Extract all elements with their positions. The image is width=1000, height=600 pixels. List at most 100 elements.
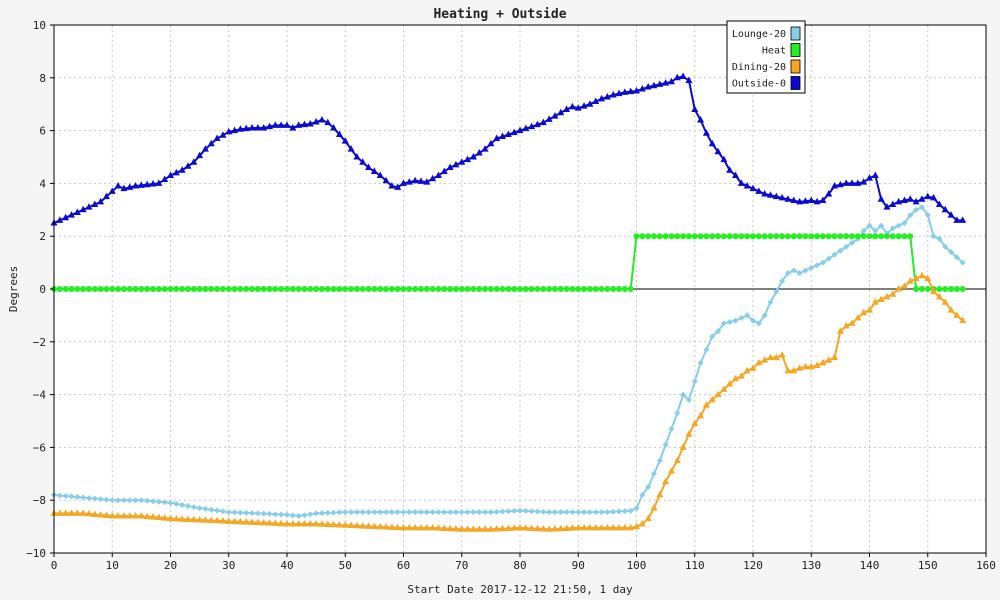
data-point-dining-20: [213, 516, 221, 524]
data-point-outside-0: [533, 120, 541, 128]
data-point-heat: [97, 286, 104, 292]
data-point-dining-20: [941, 298, 949, 305]
x-tick-label: 100: [627, 559, 647, 572]
data-point-outside-0: [469, 153, 477, 160]
data-point-heat: [161, 286, 168, 292]
data-point-lounge-20: [249, 510, 256, 517]
data-point-outside-0: [743, 182, 751, 189]
data-point-lounge-20: [843, 243, 850, 250]
data-point-outside-0: [231, 126, 239, 134]
data-point-heat: [470, 286, 477, 292]
data-point-dining-20: [784, 366, 792, 374]
data-point-dining-20: [143, 512, 151, 520]
data-point-heat: [336, 286, 343, 292]
data-point-outside-0: [306, 120, 314, 127]
data-point-dining-20: [883, 292, 891, 300]
data-point-heat: [522, 286, 529, 292]
data-point-heat: [196, 286, 203, 292]
data-point-outside-0: [394, 183, 402, 190]
data-point-lounge-20: [814, 262, 821, 269]
data-point-outside-0: [464, 155, 472, 163]
data-point-heat: [289, 286, 296, 292]
data-point-dining-20: [300, 519, 308, 527]
data-point-lounge-20: [377, 509, 384, 516]
data-point-outside-0: [79, 205, 87, 213]
data-point-lounge-20: [604, 509, 611, 516]
data-point-outside-0: [295, 121, 303, 128]
data-point-lounge-20: [85, 495, 92, 502]
data-point-dining-20: [906, 277, 914, 284]
x-tick-label: 160: [976, 559, 996, 572]
data-point-outside-0: [615, 89, 623, 97]
data-point-outside-0: [836, 180, 844, 188]
data-point-outside-0: [650, 81, 658, 89]
data-point-dining-20: [289, 519, 297, 527]
data-point-lounge-20: [318, 510, 325, 517]
data-point-dining-20: [697, 411, 705, 419]
data-point-lounge-20: [470, 509, 477, 516]
x-tick-label: 70: [455, 559, 468, 572]
data-point-heat: [144, 286, 151, 292]
data-point-outside-0: [452, 160, 460, 168]
data-point-heat: [878, 233, 885, 240]
data-point-outside-0: [941, 205, 949, 213]
data-point-outside-0: [85, 203, 93, 210]
data-point-lounge-20: [645, 484, 652, 490]
data-point-heat: [645, 233, 652, 240]
data-point-heat: [790, 233, 797, 240]
data-point-lounge-20: [825, 255, 832, 262]
data-point-dining-20: [236, 517, 244, 525]
data-point-heat: [167, 286, 174, 292]
data-point-lounge-20: [796, 270, 803, 277]
data-point-heat: [464, 286, 471, 292]
data-point-heat: [342, 286, 349, 292]
data-point-outside-0: [644, 83, 652, 90]
data-point-dining-20: [330, 520, 338, 528]
data-point-outside-0: [73, 208, 81, 215]
data-point-dining-20: [499, 524, 507, 532]
data-point-heat: [767, 233, 774, 240]
data-point-heat: [74, 286, 81, 292]
data-point-lounge-20: [773, 288, 780, 295]
data-point-lounge-20: [150, 498, 157, 505]
data-point-outside-0: [924, 192, 932, 200]
data-point-heat: [592, 286, 599, 292]
data-point-lounge-20: [365, 509, 372, 516]
data-point-lounge-20: [598, 509, 605, 516]
data-point-heat: [674, 233, 681, 240]
data-point-dining-20: [306, 519, 314, 527]
data-point-lounge-20: [924, 212, 931, 219]
data-point-dining-20: [533, 524, 541, 532]
data-point-dining-20: [842, 321, 850, 329]
data-point-dining-20: [295, 519, 303, 527]
data-point-outside-0: [172, 168, 180, 176]
data-point-dining-20: [324, 520, 332, 527]
data-point-heat: [505, 286, 512, 292]
data-point-dining-20: [766, 353, 774, 361]
data-point-lounge-20: [155, 498, 162, 505]
data-point-dining-20: [691, 419, 699, 427]
data-point-heat: [703, 233, 710, 240]
data-point-heat: [680, 233, 687, 240]
legend-label: Heat: [762, 46, 786, 57]
data-point-outside-0: [271, 121, 279, 128]
data-point-dining-20: [487, 525, 495, 532]
data-point-heat: [91, 286, 98, 292]
data-point-heat: [546, 286, 553, 292]
data-point-dining-20: [178, 515, 186, 522]
data-point-dining-20: [714, 390, 722, 398]
data-point-heat: [913, 286, 920, 292]
data-point-lounge-20: [254, 510, 261, 517]
data-point-lounge-20: [56, 492, 63, 499]
data-point-dining-20: [242, 518, 250, 525]
data-point-dining-20: [67, 509, 75, 516]
data-point-dining-20: [685, 430, 693, 437]
data-point-lounge-20: [849, 239, 856, 246]
data-point-heat: [307, 286, 314, 292]
data-point-dining-20: [481, 525, 489, 532]
data-point-outside-0: [207, 139, 215, 147]
data-point-heat: [406, 286, 413, 292]
y-tick-label: 2: [39, 230, 46, 243]
data-point-dining-20: [790, 366, 798, 374]
data-point-outside-0: [365, 163, 373, 171]
